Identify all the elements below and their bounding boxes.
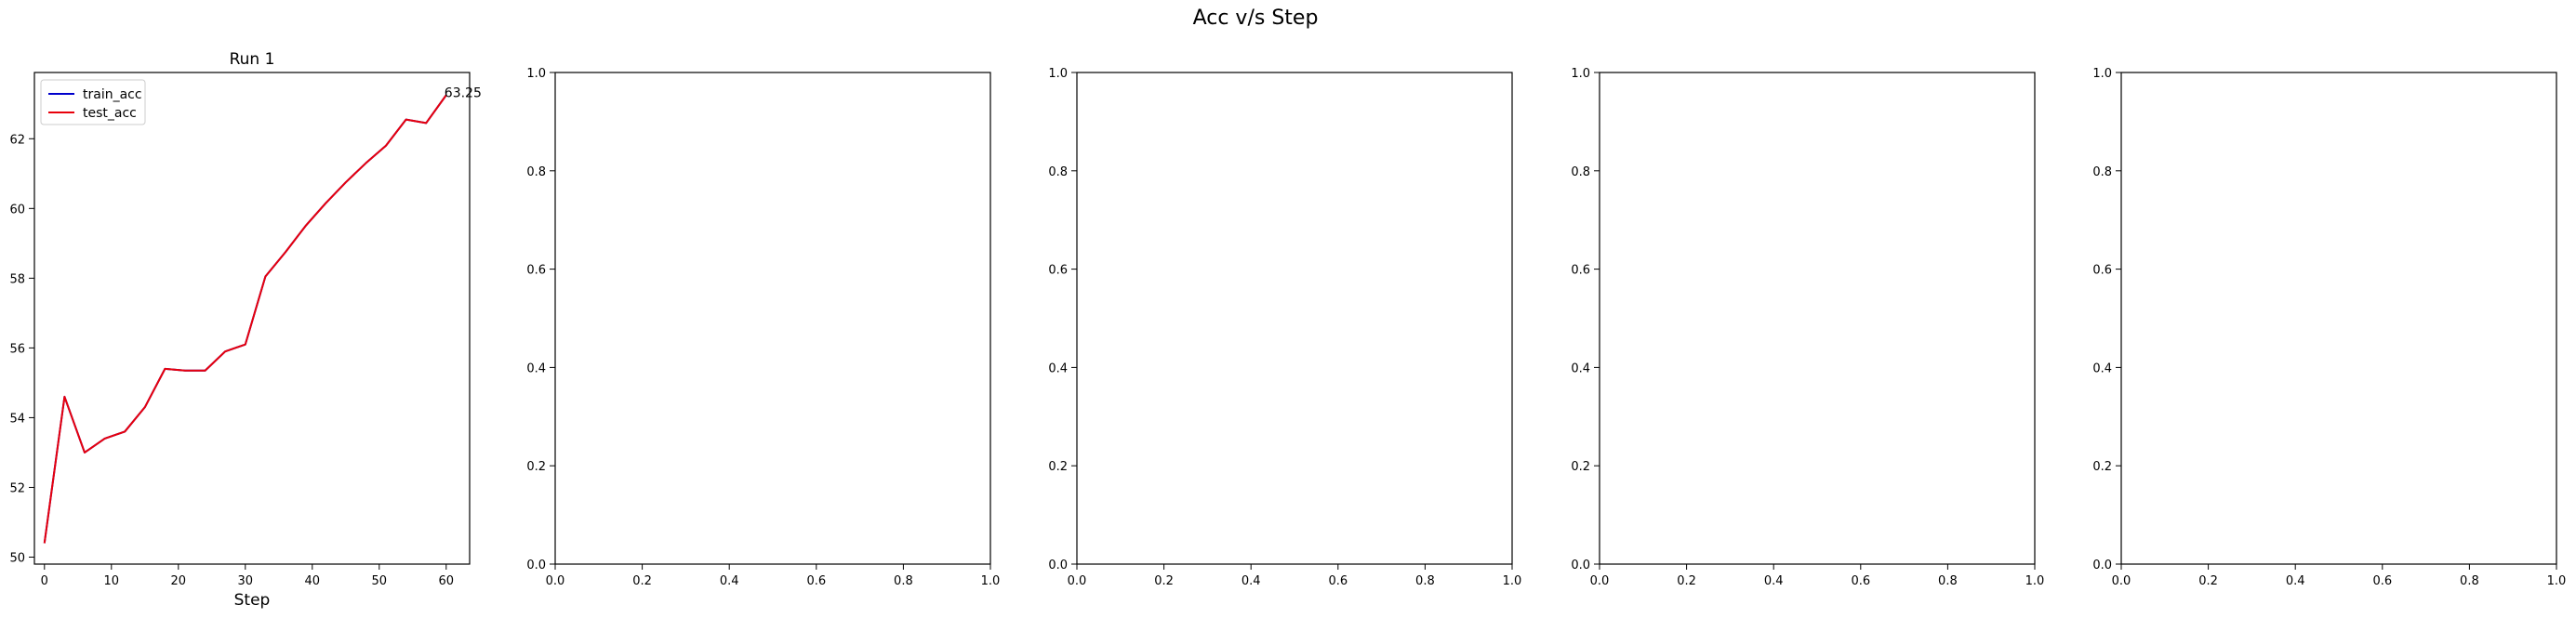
x-tick-label: 0.4 [1764, 574, 1784, 588]
x-axis-label: Step [234, 591, 271, 610]
y-tick-label: 1.0 [526, 67, 546, 81]
y-tick-label: 0.2 [526, 460, 546, 474]
y-tick-label: 60 [9, 203, 25, 217]
x-tick-label: 0.8 [2460, 574, 2479, 588]
y-tick-label: 0.4 [1571, 362, 1590, 375]
y-tick-label: 50 [9, 551, 25, 565]
x-tick-label: 0.2 [1154, 574, 1174, 588]
y-tick-label: 0.8 [2092, 165, 2112, 179]
axes-frame [1076, 72, 1513, 565]
y-tick-label: 54 [9, 412, 25, 426]
x-tick-label: 20 [171, 574, 187, 588]
x-tick-label: 30 [238, 574, 254, 588]
y-tick-label: 58 [9, 272, 25, 286]
y-tick-label: 0.0 [1048, 559, 1068, 572]
y-tick-label: 56 [9, 342, 25, 356]
legend-label-test_acc: test_acc [83, 106, 137, 121]
axes-frame [2120, 72, 2557, 565]
y-tick-label: 52 [9, 481, 25, 495]
x-tick-label: 10 [104, 574, 120, 588]
value-annotation: 63.25 [445, 85, 482, 100]
y-tick-label: 0.6 [2092, 264, 2112, 278]
x-tick-label: 0.2 [1677, 574, 1696, 588]
figure-title: Acc v/s Step [1193, 7, 1319, 30]
y-tick-label: 0.4 [526, 362, 546, 375]
x-tick-label: 1.0 [1503, 574, 1522, 588]
legend: train_acc test_acc [40, 79, 146, 125]
x-tick-label: 0 [41, 574, 48, 588]
subplot-5: 0.0 0.2 0.4 0.6 0.8 1.0 0.0 0.2 0.4 0.6 0.8 1.0 [2092, 67, 2566, 588]
y-tick-label: 0.0 [526, 559, 546, 572]
series-line-train_acc [43, 94, 447, 544]
x-tick-label: 0.0 [1590, 574, 1610, 588]
y-tick-label: 0.2 [1048, 460, 1068, 474]
x-tick-label: 1.0 [2025, 574, 2045, 588]
axes-frame [1599, 72, 2036, 565]
x-tick-label: 0.6 [2372, 574, 2392, 588]
x-tick-label: 60 [439, 574, 455, 588]
y-tick-label: 0.0 [1571, 559, 1590, 572]
x-tick-label: 0.8 [1938, 574, 1958, 588]
y-tick-label: 0.4 [1048, 362, 1068, 375]
subplot-2: 0.0 0.2 0.4 0.6 0.8 1.0 0.0 0.2 0.4 0.6 0.8 1.0 [526, 67, 1000, 588]
y-tick-label: 0.2 [1571, 460, 1590, 474]
x-tick-label: 0.4 [1242, 574, 1261, 588]
x-tick-label: 0.2 [632, 574, 652, 588]
x-tick-label: 0.0 [2112, 574, 2131, 588]
subplot-3: 0.0 0.2 0.4 0.6 0.8 1.0 0.0 0.2 0.4 0.6 0.8 1.0 [1048, 67, 1521, 588]
x-tick-label: 1.0 [981, 574, 1001, 588]
y-tick-label: 0.2 [2092, 460, 2112, 474]
y-tick-label: 62 [9, 133, 25, 147]
x-tick-label: 0.6 [806, 574, 826, 588]
x-tick-label: 0.2 [2198, 574, 2218, 588]
y-tick-label: 0.4 [2092, 362, 2112, 375]
subplot-title: Run 1 [230, 50, 275, 69]
x-tick-label: 0.6 [1328, 574, 1348, 588]
subplot-4: 0.0 0.2 0.4 0.6 0.8 1.0 0.0 0.2 0.4 0.6 0.8 1.0 [1571, 67, 2044, 588]
subplot-1: 0 10 20 30 40 50 60 50 52 54 56 58 60 62 63.25 Run 1 Ste… [9, 50, 481, 610]
y-tick-label: 0.0 [2092, 559, 2112, 572]
x-tick-label: 0.6 [1851, 574, 1870, 588]
y-tick-label: 0.6 [526, 264, 546, 278]
x-tick-label: 0.4 [2286, 574, 2305, 588]
y-tick-label: 0.6 [1571, 264, 1590, 278]
axes-frame [33, 72, 471, 565]
series-line-test_acc [43, 94, 447, 544]
y-tick-label: 1.0 [2092, 67, 2112, 81]
x-tick-label: 0.4 [720, 574, 739, 588]
x-tick-label: 50 [372, 574, 388, 588]
y-tick-label: 0.8 [526, 165, 546, 179]
x-tick-label: 1.0 [2547, 574, 2567, 588]
y-tick-label: 1.0 [1048, 67, 1068, 81]
x-tick-label: 0.0 [1068, 574, 1087, 588]
y-tick-label: 1.0 [1571, 67, 1590, 81]
y-tick-label: 0.6 [1048, 264, 1068, 278]
x-tick-label: 0.0 [546, 574, 565, 588]
x-tick-label: 0.8 [1415, 574, 1435, 588]
axes-frame [554, 72, 991, 565]
y-tick-label: 0.8 [1571, 165, 1590, 179]
x-tick-label: 40 [305, 574, 321, 588]
x-tick-label: 0.8 [894, 574, 913, 588]
y-tick-label: 0.8 [1048, 165, 1068, 179]
legend-label-train_acc: train_acc [83, 87, 142, 102]
